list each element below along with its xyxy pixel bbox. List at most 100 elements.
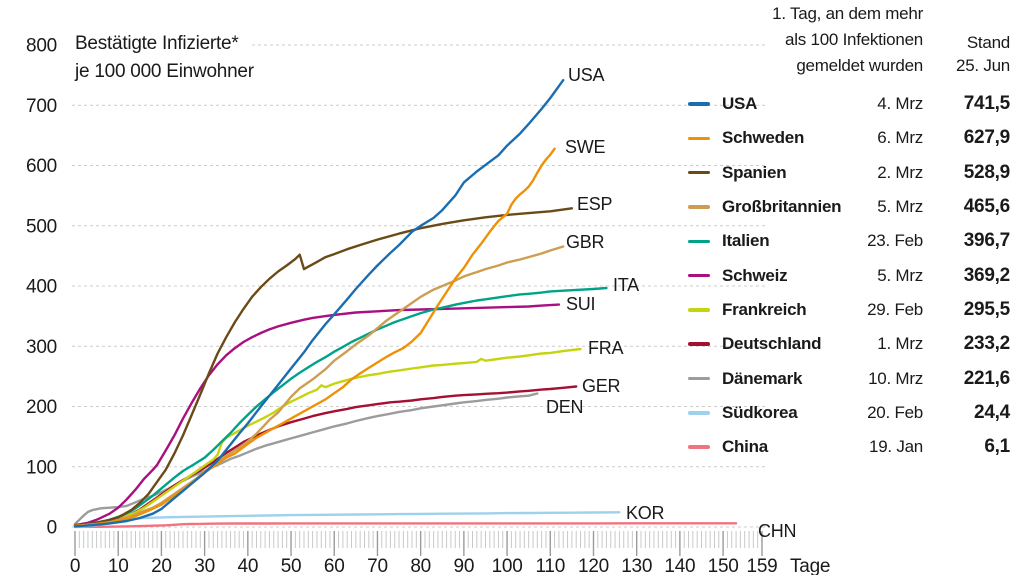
legend-color-swatch-USA xyxy=(688,102,710,106)
series-line-CHN xyxy=(73,522,738,529)
legend-country-name: Dänemark xyxy=(722,368,803,388)
legend-country-name: Schweden xyxy=(722,128,805,148)
x-axis-label-150: 150 xyxy=(708,556,739,575)
legend-current-value: 528,9 xyxy=(963,161,1011,183)
x-axis-label-140: 140 xyxy=(664,556,695,575)
x-axis-label-30: 30 xyxy=(194,556,215,575)
line-end-label-CHN: CHN xyxy=(758,521,796,541)
legend-first-day-date: 2. Mrz xyxy=(877,162,923,182)
legend-current-value: 233,2 xyxy=(963,333,1011,355)
series-line-ITA xyxy=(73,286,608,527)
chart-title-line1: Bestätigte Infizierte* xyxy=(75,33,239,54)
legend-country-name: Frankreich xyxy=(722,299,807,319)
legend-row-ITA: Italien 23. Feb 396,7 xyxy=(688,224,1010,258)
legend-first-day-date: 4. Mrz xyxy=(877,94,923,114)
legend-stand-line1: Stand xyxy=(966,33,1010,52)
x-axis-label-90: 90 xyxy=(454,556,475,575)
legend-country-name: Spanien xyxy=(722,162,787,182)
legend-first-day-date: 5. Mrz xyxy=(877,265,923,285)
x-axis-label-60: 60 xyxy=(324,556,345,575)
y-axis-label-200: 200 xyxy=(26,397,57,418)
legend-color-swatch-GBR xyxy=(688,205,710,209)
y-axis-label-800: 800 xyxy=(26,36,57,57)
legend-color-swatch-ITA xyxy=(688,239,710,244)
legend-color-swatch-DEN xyxy=(688,376,710,381)
legend-row-SWE: Schweden 6. Mrz 627,9 xyxy=(688,121,1010,155)
line-end-label-SUI: SUI xyxy=(566,294,595,314)
legend-row-GER: Deutschland 1. Mrz 233,2 xyxy=(688,327,1010,361)
x-axis-label-120: 120 xyxy=(578,556,609,575)
line-end-label-KOR: KOR xyxy=(626,503,665,523)
line-end-label-USA: USA xyxy=(568,65,605,85)
line-end-label-ESP: ESP xyxy=(577,194,613,214)
legend-first-day-date: 29. Feb xyxy=(867,299,923,319)
legend-first-day-date: 1. Mrz xyxy=(877,334,923,354)
legend-color-swatch-KOR xyxy=(688,411,710,415)
legend-current-value: 741,5 xyxy=(963,93,1011,115)
legend-current-value: 396,7 xyxy=(963,230,1011,252)
legend-current-value: 6,1 xyxy=(984,436,1010,458)
legend-stand: Stand 25. Jun xyxy=(920,31,1010,77)
series-line-USA xyxy=(73,78,565,528)
legend-row-SUI: Schweiz 5. Mrz 369,2 xyxy=(688,258,1010,292)
legend-country-name: USA xyxy=(722,94,758,114)
legend-color-swatch-ESP xyxy=(688,170,710,175)
y-axis-label-600: 600 xyxy=(26,156,57,177)
legend-header: 1. Tag, an dem mehr als 100 Infektionen … xyxy=(680,1,923,79)
y-axis-label-700: 700 xyxy=(26,96,57,117)
y-axis-label-100: 100 xyxy=(26,457,57,478)
legend-country-name: Südkorea xyxy=(722,402,798,422)
line-end-label-ITA: ITA xyxy=(613,275,639,295)
y-axis-label-500: 500 xyxy=(26,216,57,237)
legend-first-day-date: 5. Mrz xyxy=(877,197,923,217)
legend-first-day-date: 19. Jan xyxy=(868,437,923,457)
legend-country-name: Deutschland xyxy=(722,334,822,354)
legend: USA 4. Mrz 741,5 Schweden 6. Mrz 627,9 Spanien… xyxy=(688,87,1010,464)
legend-header-line1: 1. Tag, an dem mehr xyxy=(772,4,923,23)
legend-first-day-date: 10. Mrz xyxy=(868,368,923,388)
legend-color-swatch-GER xyxy=(688,342,710,346)
legend-row-ESP: Spanien 2. Mrz 528,9 xyxy=(688,156,1010,190)
legend-current-value: 24,4 xyxy=(974,401,1010,423)
chart-title-line2: je 100 000 Einwohner xyxy=(75,61,254,82)
legend-row-DEN: Dänemark 10. Mrz 221,6 xyxy=(688,361,1010,395)
chart-title: Bestätigte Infizierte* je 100 000 Einwoh… xyxy=(75,30,254,86)
legend-row-USA: USA 4. Mrz 741,5 xyxy=(688,87,1010,121)
legend-country-name: Schweiz xyxy=(722,265,788,285)
series-line-FRA xyxy=(73,347,582,527)
legend-first-day-date: 6. Mrz xyxy=(877,128,923,148)
x-axis-label-40: 40 xyxy=(238,556,259,575)
legend-country-name: Italien xyxy=(722,231,770,251)
x-axis-label-130: 130 xyxy=(621,556,652,575)
legend-color-swatch-CHN xyxy=(688,445,710,449)
x-axis-label-100: 100 xyxy=(492,556,523,575)
line-end-label-GER: GER xyxy=(582,376,621,396)
series-line-GBR xyxy=(73,245,565,527)
line-end-label-DEN: DEN xyxy=(546,397,583,417)
legend-row-FRA: Frankreich 29. Feb 295,5 xyxy=(688,293,1010,327)
x-axis-label-10: 10 xyxy=(108,556,129,575)
legend-current-value: 369,2 xyxy=(963,264,1011,286)
x-axis-label-50: 50 xyxy=(281,556,302,575)
legend-current-value: 221,6 xyxy=(963,367,1011,389)
line-end-label-FRA: FRA xyxy=(588,338,623,358)
legend-row-GBR: Großbritannien 5. Mrz 465,6 xyxy=(688,190,1010,224)
legend-row-CHN: China 19. Jan 6,1 xyxy=(688,430,1010,464)
x-axis-label-20: 20 xyxy=(151,556,172,575)
legend-color-swatch-FRA xyxy=(688,308,710,312)
legend-color-swatch-SWE xyxy=(688,136,710,141)
x-axis-label-70: 70 xyxy=(367,556,388,575)
series-line-DEN xyxy=(73,392,539,526)
legend-country-name: China xyxy=(722,437,768,457)
y-axis-label-0: 0 xyxy=(47,518,57,539)
x-axis-unit-label: Tage xyxy=(790,556,830,575)
line-end-label-GBR: GBR xyxy=(566,232,605,252)
y-axis-label-300: 300 xyxy=(26,337,57,358)
x-axis-label-0: 0 xyxy=(70,556,80,575)
legend-row-KOR: Südkorea 20. Feb 24,4 xyxy=(688,396,1010,430)
legend-current-value: 627,9 xyxy=(963,127,1011,149)
legend-country-name: Großbritannien xyxy=(722,197,842,217)
legend-stand-line2: 25. Jun xyxy=(955,56,1010,75)
series-line-ESP xyxy=(73,207,574,527)
